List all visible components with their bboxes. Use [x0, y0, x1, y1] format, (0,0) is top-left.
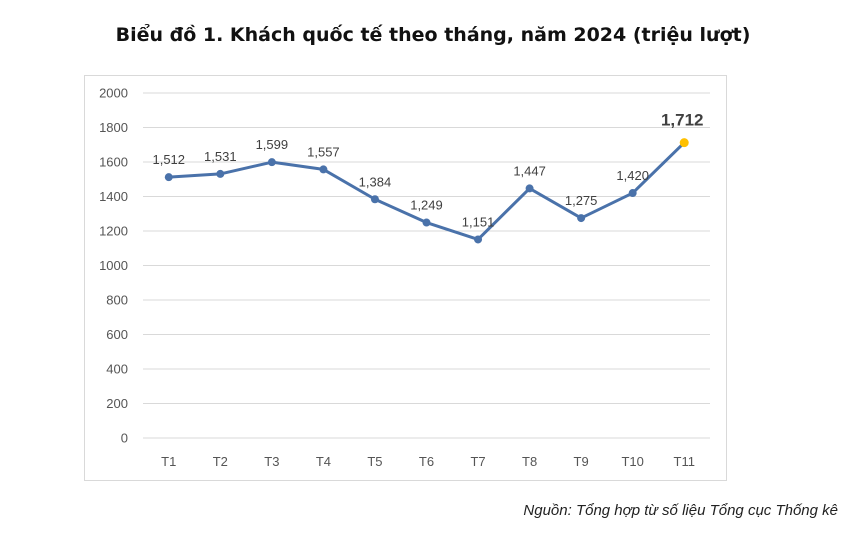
x-tick-label: T6	[419, 454, 434, 469]
data-point	[319, 165, 328, 174]
data-label: 1,151	[462, 214, 495, 229]
x-tick-label: T7	[470, 454, 485, 469]
source-note: Nguồn: Tổng hợp từ số liệu Tổng cục Thốn…	[523, 502, 838, 519]
data-label: 1,275	[565, 193, 598, 208]
data-point	[577, 214, 586, 223]
x-tick-label: T2	[213, 454, 228, 469]
y-tick-label: 600	[106, 327, 128, 342]
y-tick-label: 400	[106, 362, 128, 377]
data-label: 1,384	[359, 174, 392, 189]
y-tick-label: 1000	[99, 258, 128, 273]
y-tick-label: 800	[106, 293, 128, 308]
data-label: 1,599	[256, 137, 289, 152]
chart-title: Biểu đồ 1. Khách quốc tế theo tháng, năm…	[115, 24, 751, 46]
data-point	[370, 195, 379, 204]
data-label: 1,512	[152, 152, 185, 167]
data-label: 1,420	[616, 168, 649, 183]
y-tick-label: 0	[121, 431, 128, 446]
x-tick-label: T3	[264, 454, 279, 469]
x-tick-label: T1	[161, 454, 176, 469]
x-tick-label: T5	[367, 454, 382, 469]
x-tick-label: T9	[574, 454, 589, 469]
x-tick-label: T10	[621, 454, 643, 469]
data-point	[525, 184, 534, 193]
x-tick-label: T11	[674, 454, 695, 469]
data-label: 1,447	[513, 163, 546, 178]
data-point	[164, 173, 173, 182]
data-point	[422, 218, 431, 227]
y-tick-label: 2000	[99, 86, 128, 101]
y-tick-label: 1800	[99, 120, 128, 135]
data-label: 1,531	[204, 149, 237, 164]
data-point	[267, 158, 276, 167]
y-tick-label: 1400	[99, 189, 128, 204]
y-tick-label: 1600	[99, 155, 128, 170]
data-point	[474, 235, 483, 244]
data-label: 1,249	[410, 198, 443, 213]
data-point	[216, 169, 225, 178]
y-tick-label: 200	[106, 396, 128, 411]
chart-frame	[84, 75, 727, 481]
data-label: 1,557	[307, 144, 340, 159]
y-tick-label: 1200	[99, 224, 128, 239]
data-label: 1,712	[661, 111, 704, 130]
data-point	[679, 138, 689, 148]
x-tick-label: T8	[522, 454, 537, 469]
data-point	[628, 189, 637, 198]
x-tick-label: T4	[316, 454, 331, 469]
